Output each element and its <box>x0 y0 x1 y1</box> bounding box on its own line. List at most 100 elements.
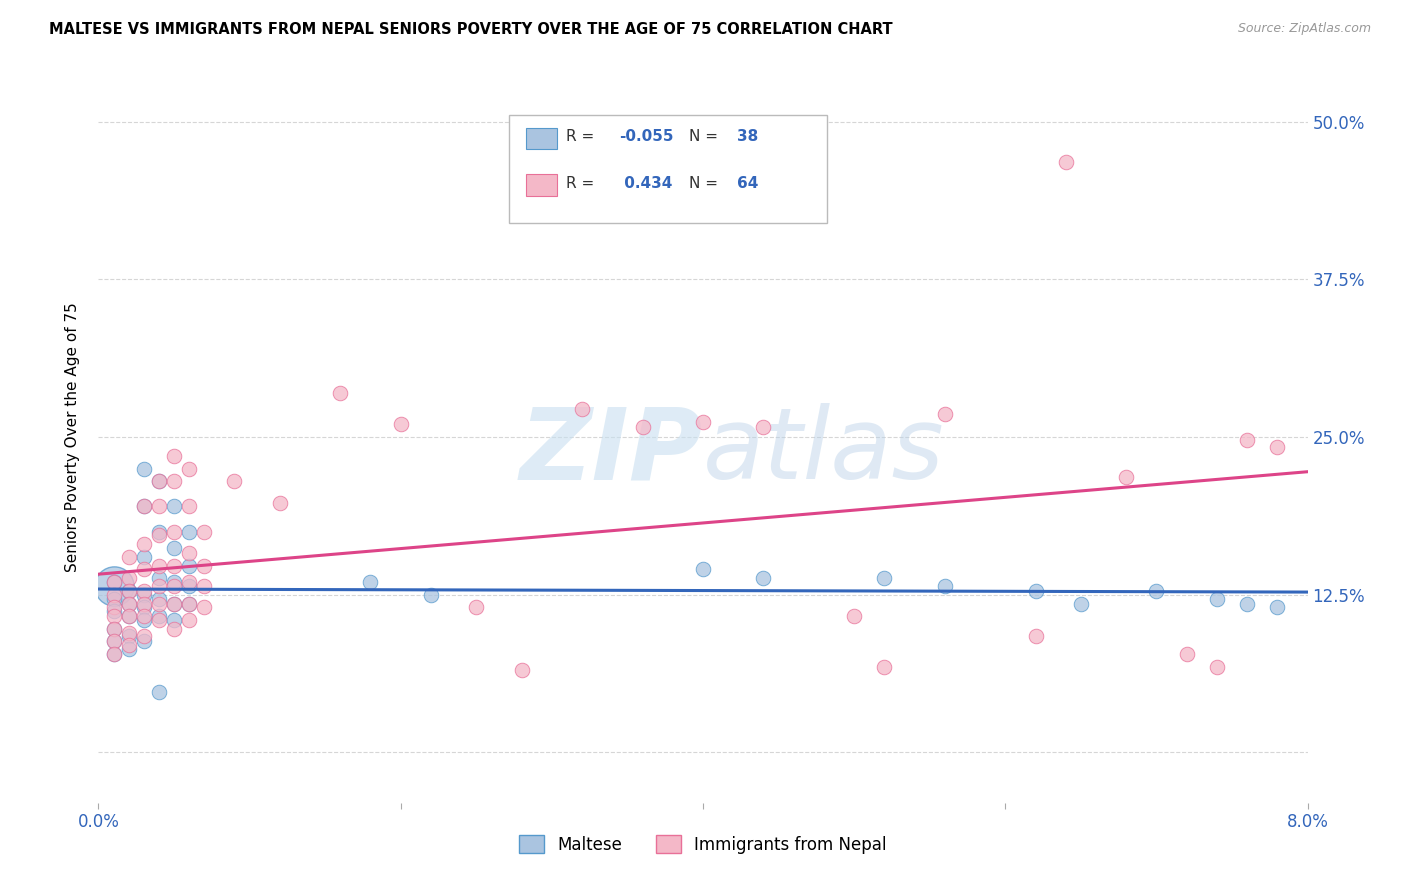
Point <box>132 461 155 475</box>
Point <box>420 588 443 602</box>
Text: R =: R = <box>565 176 599 191</box>
Point <box>132 600 155 615</box>
Point <box>179 524 201 539</box>
Legend: Maltese, Immigrants from Nepal: Maltese, Immigrants from Nepal <box>513 829 893 860</box>
Point <box>148 524 170 539</box>
Point <box>118 583 141 598</box>
Point <box>179 597 201 611</box>
Text: Source: ZipAtlas.com: Source: ZipAtlas.com <box>1237 22 1371 36</box>
Point <box>103 588 125 602</box>
Point <box>360 575 382 590</box>
Point <box>148 500 170 514</box>
Point <box>389 417 412 432</box>
Point <box>132 562 155 576</box>
Point <box>148 613 170 627</box>
Point <box>571 402 593 417</box>
Point <box>118 549 141 564</box>
Point <box>103 647 125 661</box>
Point <box>163 500 186 514</box>
Point <box>132 500 155 514</box>
Point <box>132 549 155 564</box>
Point <box>179 546 201 560</box>
Point <box>873 659 896 673</box>
Point <box>179 579 201 593</box>
Point <box>103 634 125 648</box>
Point <box>132 629 155 643</box>
Point <box>163 597 186 611</box>
Point <box>148 474 170 488</box>
Point <box>148 597 170 611</box>
Point <box>1115 470 1137 484</box>
Text: atlas: atlas <box>703 403 945 500</box>
Text: N =: N = <box>689 129 723 145</box>
Point <box>148 591 170 606</box>
Point <box>510 664 533 678</box>
Point <box>1206 659 1229 673</box>
Point <box>118 629 141 643</box>
Point <box>1236 433 1258 447</box>
Point <box>692 562 714 576</box>
Point <box>103 622 125 636</box>
Point <box>179 500 201 514</box>
Point <box>118 609 141 624</box>
Point <box>118 642 141 657</box>
Point <box>163 613 186 627</box>
Point <box>752 571 775 585</box>
Point <box>132 500 155 514</box>
Point <box>934 408 956 422</box>
Point <box>132 609 155 624</box>
Point <box>163 622 186 636</box>
Point <box>132 613 155 627</box>
Point <box>103 579 125 593</box>
Point <box>193 600 215 615</box>
Point <box>148 474 170 488</box>
Point <box>103 575 125 590</box>
Point <box>1146 583 1168 598</box>
Point <box>118 583 141 598</box>
Point <box>118 625 141 640</box>
Point <box>132 588 155 602</box>
Text: ZIP: ZIP <box>520 403 703 500</box>
Point <box>163 524 186 539</box>
Point <box>1054 155 1077 169</box>
Point <box>1267 600 1289 615</box>
Point <box>631 420 654 434</box>
Text: 38: 38 <box>737 129 758 145</box>
Point <box>179 613 201 627</box>
Point <box>103 647 125 661</box>
Text: 64: 64 <box>737 176 758 191</box>
Point <box>163 575 186 590</box>
Point <box>103 591 125 606</box>
Point <box>132 583 155 598</box>
Point <box>103 575 125 590</box>
Point <box>844 609 866 624</box>
Point <box>193 558 215 573</box>
Point <box>934 579 956 593</box>
Y-axis label: Seniors Poverty Over the Age of 75: Seniors Poverty Over the Age of 75 <box>65 302 80 572</box>
Text: MALTESE VS IMMIGRANTS FROM NEPAL SENIORS POVERTY OVER THE AGE OF 75 CORRELATION : MALTESE VS IMMIGRANTS FROM NEPAL SENIORS… <box>49 22 893 37</box>
Text: N =: N = <box>689 176 723 191</box>
Point <box>1206 591 1229 606</box>
Point <box>329 386 352 401</box>
Point <box>132 537 155 551</box>
Point <box>132 634 155 648</box>
Point <box>193 579 215 593</box>
Point <box>179 558 201 573</box>
Point <box>103 634 125 648</box>
Point <box>103 622 125 636</box>
Point <box>132 597 155 611</box>
Text: 0.434: 0.434 <box>619 176 672 191</box>
Point <box>1175 647 1198 661</box>
Point <box>118 609 141 624</box>
Point <box>163 558 186 573</box>
Point <box>465 600 488 615</box>
Point <box>163 541 186 555</box>
Point <box>118 638 141 652</box>
Point <box>103 604 125 618</box>
Point <box>148 579 170 593</box>
Point <box>873 571 896 585</box>
Point <box>163 449 186 463</box>
Point <box>118 597 141 611</box>
Text: -0.055: -0.055 <box>619 129 673 145</box>
Point <box>163 597 186 611</box>
